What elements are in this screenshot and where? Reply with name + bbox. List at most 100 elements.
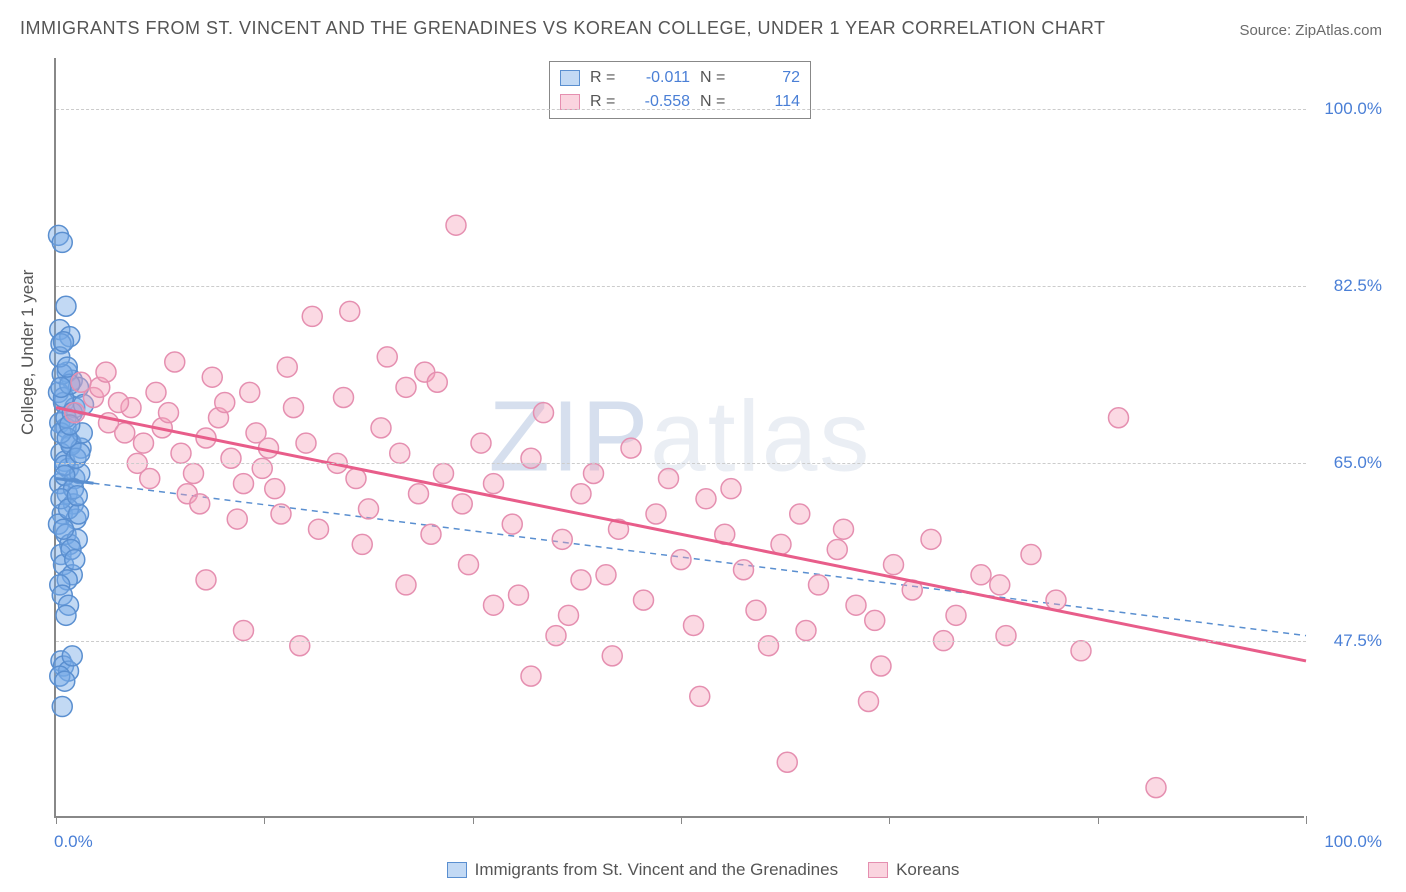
legend-item-blue: Immigrants from St. Vincent and the Gren… (447, 860, 838, 880)
data-point (827, 539, 847, 559)
y-tick-label: 82.5% (1334, 276, 1382, 296)
swatch-blue-icon (447, 862, 467, 878)
data-point (309, 519, 329, 539)
legend-label-pink: Koreans (896, 860, 959, 880)
data-point (571, 484, 591, 504)
legend-label-blue: Immigrants from St. Vincent and the Gren… (475, 860, 838, 880)
x-tick (1098, 816, 1099, 824)
data-point (56, 296, 76, 316)
data-point (202, 367, 222, 387)
data-point (296, 433, 316, 453)
r-label: R = (590, 69, 620, 87)
y-tick-label: 65.0% (1334, 453, 1382, 473)
data-point (115, 423, 135, 443)
data-point (471, 433, 491, 453)
chart-svg (56, 58, 1306, 818)
data-point (596, 565, 616, 585)
data-point (721, 479, 741, 499)
data-point (796, 621, 816, 641)
data-point (884, 555, 904, 575)
data-point (96, 362, 116, 382)
data-point (340, 301, 360, 321)
data-point (396, 377, 416, 397)
data-point (790, 504, 810, 524)
data-point (271, 504, 291, 524)
data-point (227, 509, 247, 529)
data-point (302, 306, 322, 326)
data-point (734, 560, 754, 580)
data-point (777, 752, 797, 772)
data-point (371, 418, 391, 438)
data-point (427, 372, 447, 392)
swatch-pink-icon (868, 862, 888, 878)
x-tick (681, 816, 682, 824)
data-point (390, 443, 410, 463)
data-point (334, 387, 354, 407)
gridline (56, 641, 1306, 642)
data-point (446, 215, 466, 235)
data-point (359, 499, 379, 519)
data-point (834, 519, 854, 539)
data-point (71, 372, 91, 392)
data-point (277, 357, 297, 377)
data-point (509, 585, 529, 605)
data-point (659, 469, 679, 489)
data-point (534, 403, 554, 423)
y-tick-label: 100.0% (1324, 99, 1382, 119)
n-label: N = (700, 69, 730, 87)
data-point (459, 555, 479, 575)
data-point (990, 575, 1010, 595)
data-point (55, 671, 75, 691)
data-point (352, 534, 372, 554)
data-point (252, 458, 272, 478)
data-point (346, 469, 366, 489)
swatch-blue (560, 70, 580, 86)
data-point (846, 595, 866, 615)
legend-bottom: Immigrants from St. Vincent and the Gren… (0, 860, 1406, 880)
data-point (221, 448, 241, 468)
n-value-blue: 72 (740, 69, 800, 87)
y-tick-label: 47.5% (1334, 631, 1382, 651)
data-point (871, 656, 891, 676)
data-point (146, 382, 166, 402)
data-point (971, 565, 991, 585)
data-point (502, 514, 522, 534)
legend-stats: R = -0.011 N = 72 R = -0.558 N = 114 (549, 61, 811, 119)
data-point (409, 484, 429, 504)
data-point (396, 575, 416, 595)
data-point (434, 463, 454, 483)
data-point (671, 550, 691, 570)
data-point (284, 398, 304, 418)
data-point (56, 605, 76, 625)
data-point (54, 519, 74, 539)
data-point (1071, 641, 1091, 661)
y-axis-label: College, Under 1 year (18, 270, 38, 435)
data-point (265, 479, 285, 499)
data-point (559, 605, 579, 625)
r-value-blue: -0.011 (630, 69, 690, 87)
data-point (134, 433, 154, 453)
data-point (234, 474, 254, 494)
data-point (215, 393, 235, 413)
data-point (1109, 408, 1129, 428)
data-point (67, 486, 87, 506)
data-point (1146, 778, 1166, 798)
data-point (54, 332, 74, 352)
data-point (646, 504, 666, 524)
chart-title: IMMIGRANTS FROM ST. VINCENT AND THE GREN… (20, 18, 1106, 39)
data-point (240, 382, 260, 402)
x-tick (264, 816, 265, 824)
legend-item-pink: Koreans (868, 860, 959, 880)
data-point (621, 438, 641, 458)
plot-area: ZIPatlas R = -0.011 N = 72 R = -0.558 N … (54, 58, 1304, 818)
data-point (552, 529, 572, 549)
data-point (234, 621, 254, 641)
data-point (140, 469, 160, 489)
x-tick-label-start: 0.0% (54, 832, 93, 852)
x-tick-label-end: 100.0% (1324, 832, 1382, 852)
data-point (759, 636, 779, 656)
data-point (996, 626, 1016, 646)
data-point (602, 646, 622, 666)
data-point (696, 489, 716, 509)
data-point (865, 610, 885, 630)
